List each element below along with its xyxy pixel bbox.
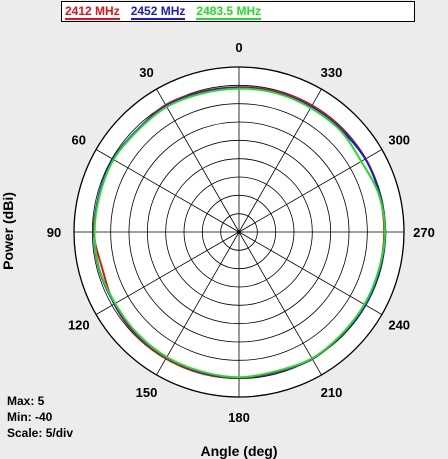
legend-entry-2452: 2452 MHz [130,3,186,20]
polar-grid [73,66,405,398]
angle-tick-label-180: 180 [228,410,250,425]
grid-spoke [95,149,240,233]
grid-spoke [95,231,240,315]
angle-tick-label-240: 240 [388,318,410,333]
grid-spoke [238,149,383,233]
min-label: Min: -40 [7,410,53,424]
angle-tick-label-270: 270 [413,225,435,240]
series-layer [92,86,387,379]
scale-label: Scale: 5/div [7,426,74,440]
angle-tick-label-60: 60 [72,133,86,148]
angle-tick-label-90: 90 [47,225,61,240]
grid-spoke [156,231,240,376]
angle-tick-label-150: 150 [136,385,158,400]
max-label: Max: 5 [7,394,45,408]
grid-spoke [238,231,383,315]
angle-tick-label-330: 330 [321,65,343,80]
angle-tick-label-300: 300 [388,133,410,148]
legend-entry-2412: 2412 MHz [65,3,120,20]
angle-tick-label-0: 0 [235,40,242,55]
series-line-2 [93,87,386,379]
angle-tick-label-120: 120 [68,318,90,333]
angle-tick-labels: 0 30 60 90 120 150 180 210 240 270 300 330 [47,40,435,425]
angle-tick-label-30: 30 [139,65,153,80]
x-axis-label: Angle (deg) [200,443,278,459]
angle-tick-label-210: 210 [321,385,343,400]
chart-legend: 2412 MHz 2452 MHz 2483.5 MHz [61,1,415,22]
grid-spoke [238,88,322,233]
y-axis-label: Power (dBi) [0,192,16,270]
legend-entry-2483: 2483.5 MHz [196,3,262,20]
scale-stats: Max: 5 Min: -40 Scale: 5/div [7,393,73,441]
grid-spoke [156,88,240,233]
grid-spoke [238,231,322,376]
